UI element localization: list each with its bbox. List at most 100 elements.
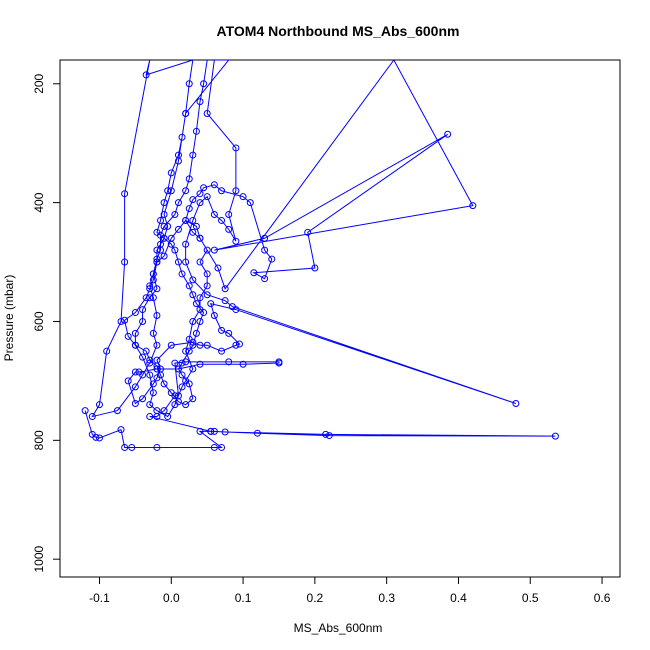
data-point <box>121 258 129 266</box>
data-point <box>171 359 179 367</box>
data-point <box>221 428 229 436</box>
data-point <box>200 309 208 317</box>
data-point <box>95 434 103 442</box>
data-point <box>146 371 154 379</box>
data-point <box>218 326 226 334</box>
data-point <box>153 341 161 349</box>
data-point <box>146 282 154 290</box>
data-point <box>192 329 200 337</box>
x-tick-label: -0.1 <box>89 591 110 605</box>
data-point <box>160 380 168 388</box>
data-point <box>182 401 190 409</box>
data-point <box>178 359 186 367</box>
data-point <box>182 109 190 117</box>
data-point <box>153 312 161 320</box>
data-point <box>182 216 190 224</box>
data-point <box>189 365 197 373</box>
data-point <box>250 269 258 277</box>
data-point <box>157 231 165 239</box>
data-point <box>192 222 200 230</box>
data-point <box>232 237 240 245</box>
data-point <box>153 285 161 293</box>
chart-title: ATOM4 Northbound MS_Abs_600nm <box>217 23 460 39</box>
data-point <box>153 365 161 373</box>
data-point <box>142 347 150 355</box>
data-point <box>131 399 139 407</box>
data-point <box>185 335 193 343</box>
data-point <box>171 246 179 254</box>
data-point <box>95 401 103 409</box>
data-point <box>261 234 269 242</box>
data-point <box>225 225 233 233</box>
data-point <box>196 190 204 198</box>
data-point <box>196 360 204 368</box>
data-point <box>149 294 157 302</box>
data-point <box>232 341 240 349</box>
data-point <box>139 353 147 361</box>
data-point <box>139 317 147 325</box>
data-point <box>113 407 121 415</box>
data-point <box>218 187 226 195</box>
data-point <box>225 211 233 219</box>
data-point <box>178 383 186 391</box>
data-point <box>232 144 240 152</box>
data-point <box>160 211 168 219</box>
data-point <box>185 380 193 388</box>
data-point <box>214 264 222 272</box>
data-point <box>189 341 197 349</box>
data-point <box>203 282 211 290</box>
data-point <box>146 285 154 293</box>
data-point <box>142 71 150 79</box>
data-point <box>189 276 197 284</box>
data-point <box>311 264 319 272</box>
data-point <box>225 358 233 366</box>
x-tick-label: 0.5 <box>522 591 539 605</box>
data-point <box>225 329 233 337</box>
data-point <box>167 389 175 397</box>
data-point <box>160 222 168 230</box>
data-point <box>261 246 269 254</box>
data-point <box>128 443 136 451</box>
data-point <box>203 270 211 278</box>
data-point <box>189 216 197 224</box>
y-tick-label: 200 <box>32 73 46 93</box>
data-point <box>167 240 175 248</box>
x-tick-label: 0.2 <box>307 591 324 605</box>
data-point <box>146 413 154 421</box>
data-point <box>167 341 175 349</box>
data-point <box>146 401 154 409</box>
data-point <box>182 347 190 355</box>
data-point <box>185 347 193 355</box>
x-axis-label: MS_Abs_600nm <box>294 621 383 635</box>
data-point <box>121 443 129 451</box>
data-point <box>142 294 150 302</box>
data-point <box>164 222 172 230</box>
data-point <box>218 347 226 355</box>
x-tick-label: 0.0 <box>163 591 180 605</box>
data-point <box>469 202 477 210</box>
data-point <box>192 300 200 308</box>
data-point <box>178 270 186 278</box>
data-point <box>139 395 147 403</box>
data-point <box>196 199 204 207</box>
data-point <box>171 211 179 219</box>
data-point <box>189 196 197 204</box>
data-point <box>196 427 204 435</box>
data-point <box>185 282 193 290</box>
data-point <box>228 303 236 311</box>
x-tick-label: 0.6 <box>594 591 611 605</box>
data-point <box>192 127 200 135</box>
data-point <box>189 395 197 403</box>
data-point <box>304 228 312 236</box>
data-point <box>185 80 193 88</box>
data-point <box>210 443 218 451</box>
data-point <box>157 246 165 254</box>
data-point <box>103 347 111 355</box>
data-point <box>207 300 215 308</box>
data-point <box>88 413 96 421</box>
data-point <box>131 329 139 337</box>
y-axis-label: Pressure (mbar) <box>2 275 16 362</box>
data-point <box>196 294 204 302</box>
data-point <box>189 317 197 325</box>
data-point <box>174 225 182 233</box>
